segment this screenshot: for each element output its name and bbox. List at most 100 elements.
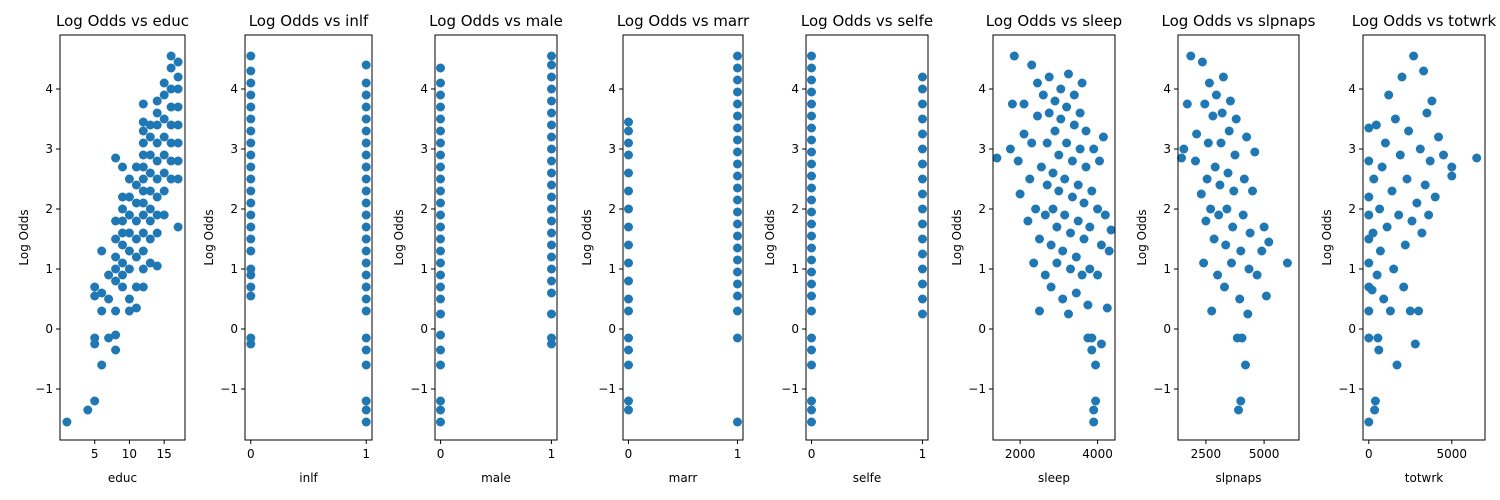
data-point [1243, 309, 1253, 319]
data-point [1007, 99, 1017, 109]
data-point [624, 405, 633, 415]
data-point [1372, 270, 1382, 280]
data-point [246, 186, 256, 196]
data-point [807, 396, 816, 406]
data-point [918, 204, 927, 214]
y-tick-label: 1 [791, 262, 799, 276]
chart-title: Log Odds vs sleep [986, 12, 1122, 30]
data-point [361, 246, 371, 256]
data-point [918, 294, 927, 304]
data-point [361, 162, 371, 172]
y-tick-label: 4 [1348, 82, 1356, 96]
data-point [918, 84, 927, 94]
data-point [547, 240, 556, 250]
data-point [807, 195, 816, 205]
data-point [111, 234, 121, 244]
data-point [807, 291, 816, 301]
data-point [1364, 156, 1374, 166]
data-point [436, 234, 445, 244]
data-point [1434, 132, 1443, 142]
y-tick-label: 3 [978, 142, 986, 156]
x-tick-label: 2000 [1005, 447, 1036, 461]
data-point [1091, 396, 1101, 406]
data-point [733, 279, 742, 289]
y-tick-label: 3 [45, 142, 53, 156]
data-point [733, 306, 742, 316]
x-axis-label: inlf [299, 471, 318, 485]
data-point [807, 345, 816, 355]
data-point [436, 417, 445, 427]
data-point [159, 150, 169, 160]
data-point [1238, 210, 1248, 220]
data-point [1073, 216, 1083, 226]
data-point [118, 204, 127, 214]
y-tick-label: 3 [608, 142, 616, 156]
data-point [152, 192, 162, 202]
data-point [1414, 306, 1424, 316]
y-tick-label: −1 [598, 382, 616, 396]
data-point [1242, 132, 1252, 142]
data-point [1405, 306, 1415, 316]
data-point [361, 282, 371, 292]
data-point [246, 126, 256, 136]
data-point [547, 309, 556, 319]
chart-title: Log Odds vs educ [56, 12, 189, 30]
data-point [1382, 222, 1392, 232]
data-point [361, 174, 371, 184]
data-point [145, 168, 155, 178]
data-point [1217, 108, 1227, 118]
data-point [145, 216, 155, 226]
data-point [1394, 210, 1404, 220]
data-point [1370, 396, 1380, 406]
data-point [159, 78, 169, 88]
data-point [361, 258, 371, 268]
data-point [436, 114, 445, 124]
data-point [624, 333, 633, 343]
data-point [118, 192, 127, 202]
data-point [1224, 126, 1234, 136]
x-tick-label: 0 [625, 447, 633, 461]
data-point [1216, 138, 1226, 148]
x-axis-label: educ [108, 471, 137, 485]
y-tick-label: 0 [978, 322, 986, 336]
data-point [1367, 285, 1377, 295]
data-point [1177, 153, 1186, 163]
data-point [1404, 126, 1414, 136]
data-point [1196, 189, 1206, 199]
data-point [1206, 204, 1216, 214]
data-point [131, 216, 141, 226]
chart-panel: −1 0 1 2 3 4 5 10 15 Log Odds vs educ educ Log Odds [17, 12, 189, 485]
data-point [246, 264, 256, 274]
data-point [111, 216, 121, 226]
data-point [1048, 168, 1058, 178]
data-point [918, 99, 927, 109]
data-point [807, 111, 816, 121]
y-tick-label: 3 [230, 142, 238, 156]
data-point [361, 294, 371, 304]
data-point [624, 168, 633, 178]
y-tick-label: 4 [420, 82, 428, 96]
data-point [1058, 294, 1068, 304]
data-point [547, 144, 556, 154]
data-point [1241, 360, 1250, 370]
data-point [246, 174, 256, 184]
data-point [131, 252, 141, 262]
data-point [547, 84, 556, 94]
y-tick-label: 0 [608, 322, 616, 336]
data-point [1447, 171, 1457, 181]
data-point [152, 210, 162, 220]
data-point [1040, 210, 1050, 220]
data-point [1054, 186, 1064, 196]
x-tick-label: 10 [122, 447, 137, 461]
data-point [173, 72, 183, 82]
data-point [138, 162, 148, 172]
data-point [1058, 246, 1068, 256]
data-point [918, 309, 927, 319]
data-point [1207, 306, 1217, 316]
data-point [1390, 114, 1400, 124]
data-point [145, 186, 155, 196]
x-tick-label: 1 [362, 447, 370, 461]
data-point [1400, 240, 1410, 250]
data-point [1208, 111, 1218, 121]
data-point [145, 258, 155, 268]
